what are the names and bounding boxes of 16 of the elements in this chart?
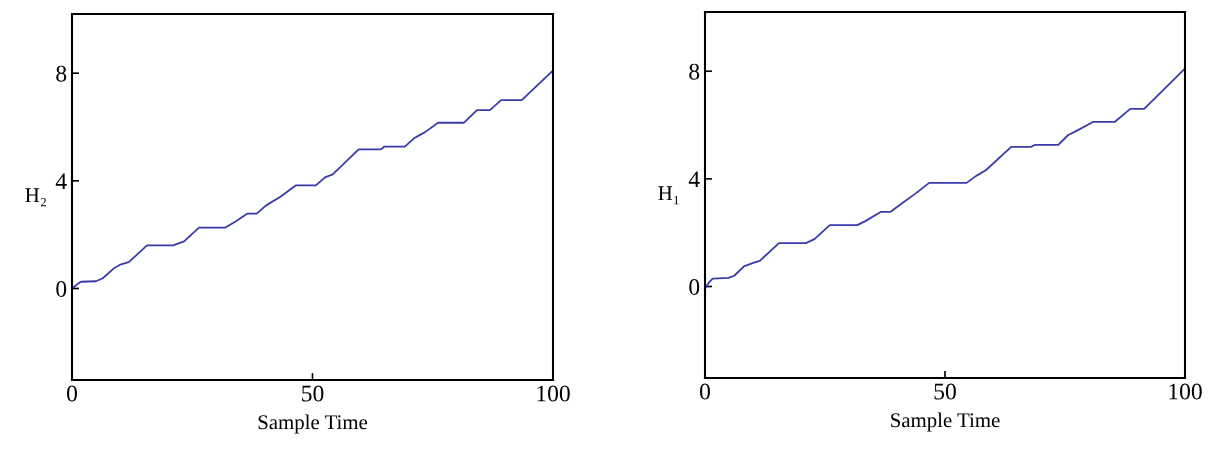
x-tick-label: 100 (537, 385, 570, 402)
y-tick-label: 0 (689, 278, 700, 295)
y-tick-label: 8 (56, 65, 67, 82)
y-tick-label: 0 (56, 280, 67, 297)
y-tick-label: 8 (689, 63, 700, 80)
x-tick-label: 100 (1169, 383, 1202, 400)
x-axis-title: Sample Time (258, 414, 368, 434)
y-tick-label: 4 (688, 171, 700, 188)
line-series (705, 67, 1185, 290)
x-tick-label: 50 (934, 383, 956, 400)
y-axis-title: H₂ (25, 188, 46, 207)
x-tick-label: 50 (302, 385, 324, 402)
line-series (72, 69, 553, 290)
x-axis-title: Sample Time (891, 412, 1000, 432)
y-axis-title: H₁ (658, 186, 679, 205)
y-tick-label: 4 (55, 173, 67, 190)
